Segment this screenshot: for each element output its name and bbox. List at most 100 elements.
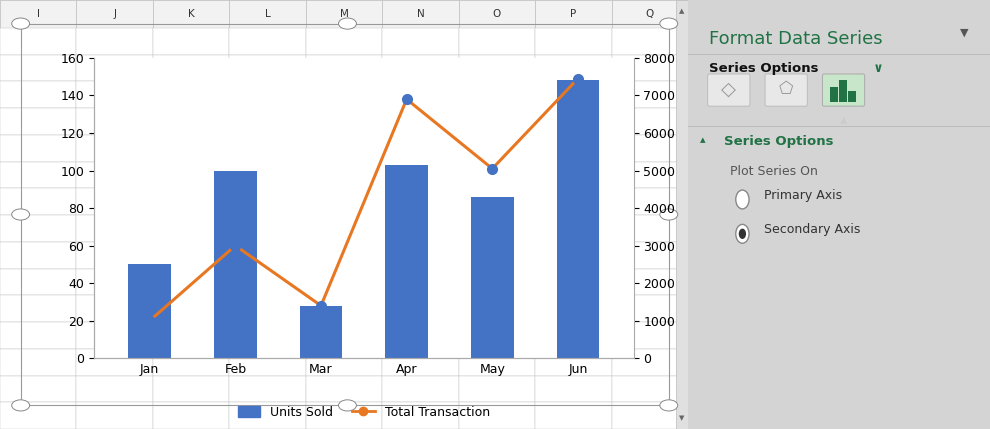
Bar: [76, 242, 152, 269]
Text: ∨: ∨: [869, 62, 884, 75]
Bar: [536, 162, 612, 188]
Bar: [76, 0, 152, 28]
Text: N: N: [417, 9, 425, 19]
Bar: [458, 188, 536, 215]
Bar: [458, 322, 536, 349]
Bar: [385, 165, 428, 358]
Bar: [458, 242, 536, 269]
Bar: [306, 135, 382, 162]
Bar: [76, 135, 152, 162]
Text: Format Data Series: Format Data Series: [709, 30, 883, 48]
Bar: [458, 108, 536, 135]
Bar: [306, 82, 382, 108]
Bar: [300, 305, 343, 358]
Bar: [230, 28, 306, 54]
Bar: [848, 91, 855, 102]
Bar: [76, 54, 152, 82]
Bar: [382, 162, 458, 188]
Bar: [306, 295, 382, 322]
Bar: [536, 295, 612, 322]
Bar: [612, 108, 688, 135]
Bar: [306, 162, 382, 188]
Bar: [458, 28, 536, 54]
Bar: [306, 402, 382, 429]
Bar: [458, 0, 536, 28]
Circle shape: [339, 18, 356, 29]
Text: ▲: ▲: [840, 115, 847, 125]
FancyBboxPatch shape: [823, 74, 864, 106]
Bar: [382, 269, 458, 295]
Bar: [152, 242, 230, 269]
FancyBboxPatch shape: [708, 74, 750, 106]
Bar: [612, 402, 688, 429]
Bar: [536, 0, 612, 28]
Circle shape: [12, 209, 30, 220]
Circle shape: [736, 224, 749, 243]
Bar: [612, 135, 688, 162]
Bar: [76, 349, 152, 375]
Bar: [230, 0, 306, 28]
Bar: [230, 215, 306, 242]
Circle shape: [736, 190, 749, 209]
Bar: [76, 375, 152, 402]
Bar: [612, 215, 688, 242]
Bar: [382, 242, 458, 269]
Bar: [536, 135, 612, 162]
Bar: [306, 0, 382, 28]
Bar: [458, 135, 536, 162]
Bar: [0, 135, 76, 162]
Bar: [230, 269, 306, 295]
Bar: [76, 322, 152, 349]
Bar: [382, 28, 458, 54]
Bar: [306, 188, 382, 215]
Bar: [471, 197, 514, 358]
Bar: [0, 242, 76, 269]
Bar: [152, 269, 230, 295]
Bar: [230, 322, 306, 349]
Bar: [306, 28, 382, 54]
Bar: [152, 349, 230, 375]
Circle shape: [739, 229, 746, 239]
Bar: [536, 82, 612, 108]
Bar: [76, 188, 152, 215]
Bar: [612, 162, 688, 188]
Bar: [0, 82, 76, 108]
Circle shape: [339, 400, 356, 411]
Bar: [230, 375, 306, 402]
Text: Primary Axis: Primary Axis: [763, 189, 841, 202]
Bar: [382, 375, 458, 402]
Bar: [306, 269, 382, 295]
Bar: [612, 375, 688, 402]
Bar: [612, 0, 688, 28]
Bar: [382, 402, 458, 429]
FancyBboxPatch shape: [765, 74, 807, 106]
Bar: [382, 108, 458, 135]
Bar: [536, 188, 612, 215]
Bar: [230, 135, 306, 162]
Circle shape: [660, 400, 678, 411]
Text: ⬠: ⬠: [779, 80, 793, 98]
Text: ▼: ▼: [960, 28, 969, 38]
Bar: [76, 269, 152, 295]
Bar: [382, 135, 458, 162]
Bar: [152, 402, 230, 429]
Text: Series Options: Series Options: [725, 135, 834, 148]
Bar: [458, 402, 536, 429]
Bar: [152, 135, 230, 162]
Bar: [382, 54, 458, 82]
Bar: [0, 215, 76, 242]
Text: ▴: ▴: [700, 135, 706, 145]
Bar: [76, 215, 152, 242]
Bar: [536, 242, 612, 269]
Bar: [152, 108, 230, 135]
Bar: [0, 28, 76, 54]
Bar: [612, 188, 688, 215]
Text: ▼: ▼: [679, 415, 684, 421]
Bar: [612, 28, 688, 54]
Bar: [536, 215, 612, 242]
Bar: [458, 269, 536, 295]
Bar: [382, 82, 458, 108]
Bar: [230, 82, 306, 108]
Bar: [0, 108, 76, 135]
Bar: [76, 82, 152, 108]
